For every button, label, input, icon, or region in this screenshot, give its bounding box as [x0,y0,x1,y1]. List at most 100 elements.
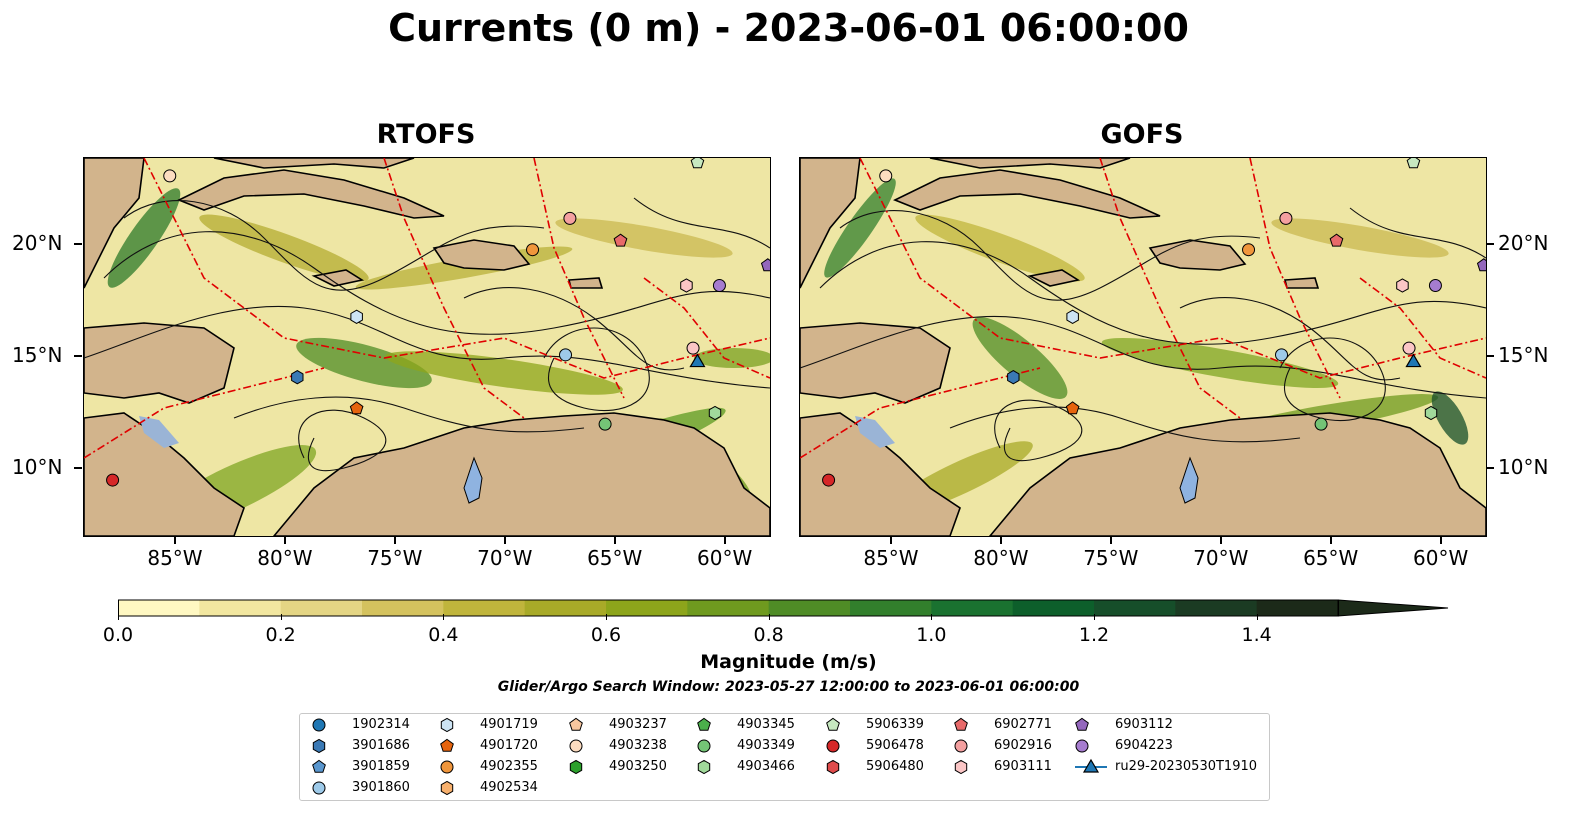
eez-boundary [383,158,525,419]
float-marker[interactable] [291,370,304,385]
legend-marker [312,718,326,732]
x-tick-label: 60°W [697,546,753,570]
float-marker[interactable] [1329,233,1344,247]
float-marker[interactable] [1428,278,1442,292]
map-svg [84,158,770,536]
x-tick-mark [614,536,617,544]
figure-title: Currents (0 m) - 2023-06-01 06:00:00 [388,6,1189,50]
float-marker[interactable] [680,278,693,293]
streamline [1179,297,1401,381]
float-marker[interactable] [708,405,722,421]
float-marker[interactable] [613,233,628,247]
land-mass [800,412,961,536]
current-magnitude-patch [385,351,623,395]
current-magnitude-patch [1431,391,1469,445]
legend-label: 4902534 [480,780,538,795]
float-marker[interactable] [350,309,363,324]
map-panel-rtofs[interactable] [83,157,771,537]
streamline [994,399,1083,462]
float-marker[interactable] [1066,309,1079,324]
legend-label: ru29-20230530T1910 [1115,759,1258,774]
colorbar-segment [687,600,770,616]
land-mass [800,322,951,404]
streamline [233,396,585,433]
legend-marker [1075,739,1089,753]
x-tick-mark [724,536,727,544]
float-marker[interactable] [1007,370,1020,385]
legend-marker [697,739,711,753]
float-marker[interactable] [879,169,893,183]
legend-marker-hexagon-icon [826,759,840,775]
lake-nicaragua [855,416,895,448]
legend-marker-circle-icon [954,739,968,753]
x-tick-label: 70°W [1193,546,1249,570]
x-tick-label: 70°W [477,546,533,570]
glider-marker[interactable] [1405,353,1422,368]
float-marker[interactable] [349,401,364,415]
float-marker[interactable] [686,341,700,355]
current-magnitude-patch [107,188,181,288]
float-marker[interactable] [1476,258,1487,272]
legend-marker [954,759,968,775]
map-panel-gofs[interactable] [799,157,1487,537]
float-marker[interactable] [760,258,771,272]
land-mass [84,158,145,289]
y-tick-mark [1486,466,1494,469]
colorbar-tick-mark [1094,614,1095,620]
float-marker[interactable] [1275,348,1289,362]
legend-marker [697,717,711,731]
eez-boundary [533,158,625,399]
float-marker[interactable] [690,158,705,169]
land-mass [929,158,1131,169]
legend-marker-circle-icon [826,739,840,753]
float-marker[interactable] [563,211,577,225]
float-marker[interactable] [106,473,120,487]
x-tick-mark [394,536,397,544]
float-marker[interactable] [526,243,540,257]
legend-marker-pentagon-icon [954,717,968,731]
streamline [1279,337,1386,422]
colorbar-tick-label: 1.4 [1241,624,1272,646]
float-marker[interactable] [1065,401,1080,415]
legend-marker-circle-icon [312,781,326,795]
float-marker[interactable] [1314,417,1328,431]
float-marker[interactable] [1396,278,1409,293]
streamline [819,241,1486,345]
colorbar-tick-label: 0.2 [265,624,296,646]
land-mass [800,158,861,289]
streamline [103,231,770,335]
legend-marker-triangle-line-icon [1075,758,1107,773]
streamline [298,409,387,472]
land-mass [84,412,245,536]
float-marker[interactable] [559,348,573,362]
float-marker[interactable] [1406,158,1421,169]
float-marker[interactable] [1242,243,1256,257]
float-marker[interactable] [1402,341,1416,355]
colorbar-label: Magnitude (m/s) [700,651,877,673]
float-marker[interactable] [822,473,836,487]
x-tick-label: 65°W [587,546,643,570]
legend-label: 5906480 [866,759,924,774]
current-magnitude-patch [915,214,1085,282]
y-tick-label-left: 10°N [12,454,63,479]
colorbar-tick-label: 1.2 [1078,624,1110,646]
current-magnitude-patch [296,337,432,389]
float-marker[interactable] [1279,211,1293,225]
legend-label: 6902771 [994,717,1052,732]
colorbar-tick-mark [931,614,933,620]
float-marker[interactable] [1424,405,1438,421]
float-marker[interactable] [598,417,612,431]
legend-marker [954,717,968,731]
current-magnitude-patch [824,178,896,278]
legend-label: 1902314 [352,717,410,732]
legend-label: 4903349 [737,738,795,753]
y-tick-label-right: 15°N [1498,343,1549,368]
search-window-text: Glider/Argo Search Window: 2023-05-27 12… [497,679,1080,695]
legend-marker [1075,717,1089,731]
colorbar-segment [1175,600,1258,616]
land-mass [213,158,415,169]
float-marker[interactable] [712,278,726,292]
float-marker[interactable] [163,169,177,183]
legend-marker-circle-icon [440,760,454,774]
glider-marker[interactable] [689,353,706,368]
